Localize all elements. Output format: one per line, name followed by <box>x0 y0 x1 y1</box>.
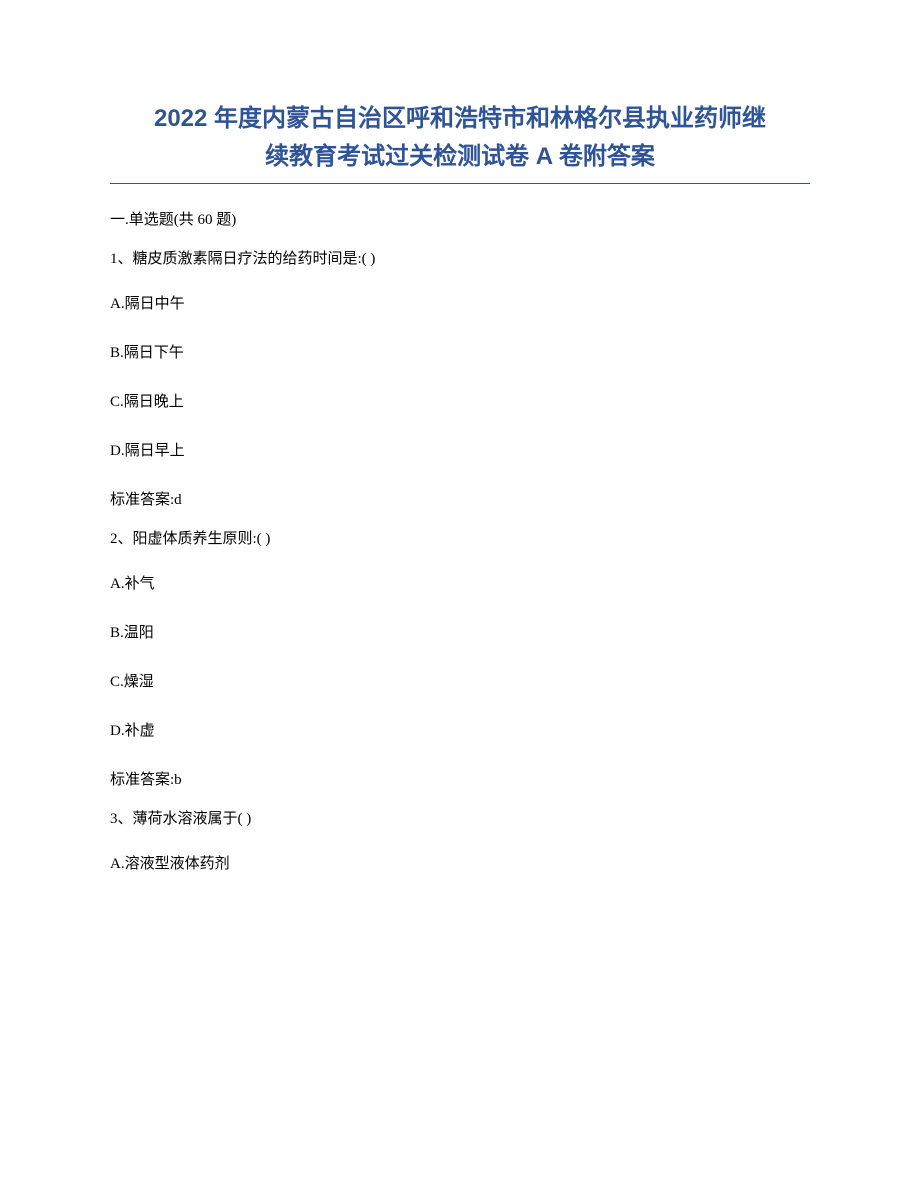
question-option: C.燥湿 <box>110 670 810 691</box>
question-option: C.隔日晚上 <box>110 390 810 411</box>
question-option: A.补气 <box>110 572 810 593</box>
question-answer: 标准答案:b <box>110 768 810 789</box>
title-line-2: 续教育考试过关检测试卷 A 卷附答案 <box>110 138 810 176</box>
document-title: 2022 年度内蒙古自治区呼和浩特市和林格尔县执业药师继 续教育考试过关检测试卷… <box>110 100 810 183</box>
document-page: 2022 年度内蒙古自治区呼和浩特市和林格尔县执业药师继 续教育考试过关检测试卷… <box>0 0 920 1191</box>
question-answer: 标准答案:d <box>110 488 810 509</box>
question-option: A.隔日中午 <box>110 292 810 313</box>
question-prompt: 3、薄荷水溶液属于( ) <box>110 807 810 828</box>
question-prompt: 2、阳虚体质养生原则:( ) <box>110 527 810 548</box>
title-underline <box>110 183 810 184</box>
section-header: 一.单选题(共 60 题) <box>110 208 810 229</box>
question-prompt: 1、糖皮质激素隔日疗法的给药时间是:( ) <box>110 247 810 268</box>
question-option: B.隔日下午 <box>110 341 810 362</box>
question-option: A.溶液型液体药剂 <box>110 852 810 873</box>
question-option: B.温阳 <box>110 621 810 642</box>
title-line-1: 2022 年度内蒙古自治区呼和浩特市和林格尔县执业药师继 <box>110 100 810 138</box>
question-option: D.补虚 <box>110 719 810 740</box>
question-option: D.隔日早上 <box>110 439 810 460</box>
